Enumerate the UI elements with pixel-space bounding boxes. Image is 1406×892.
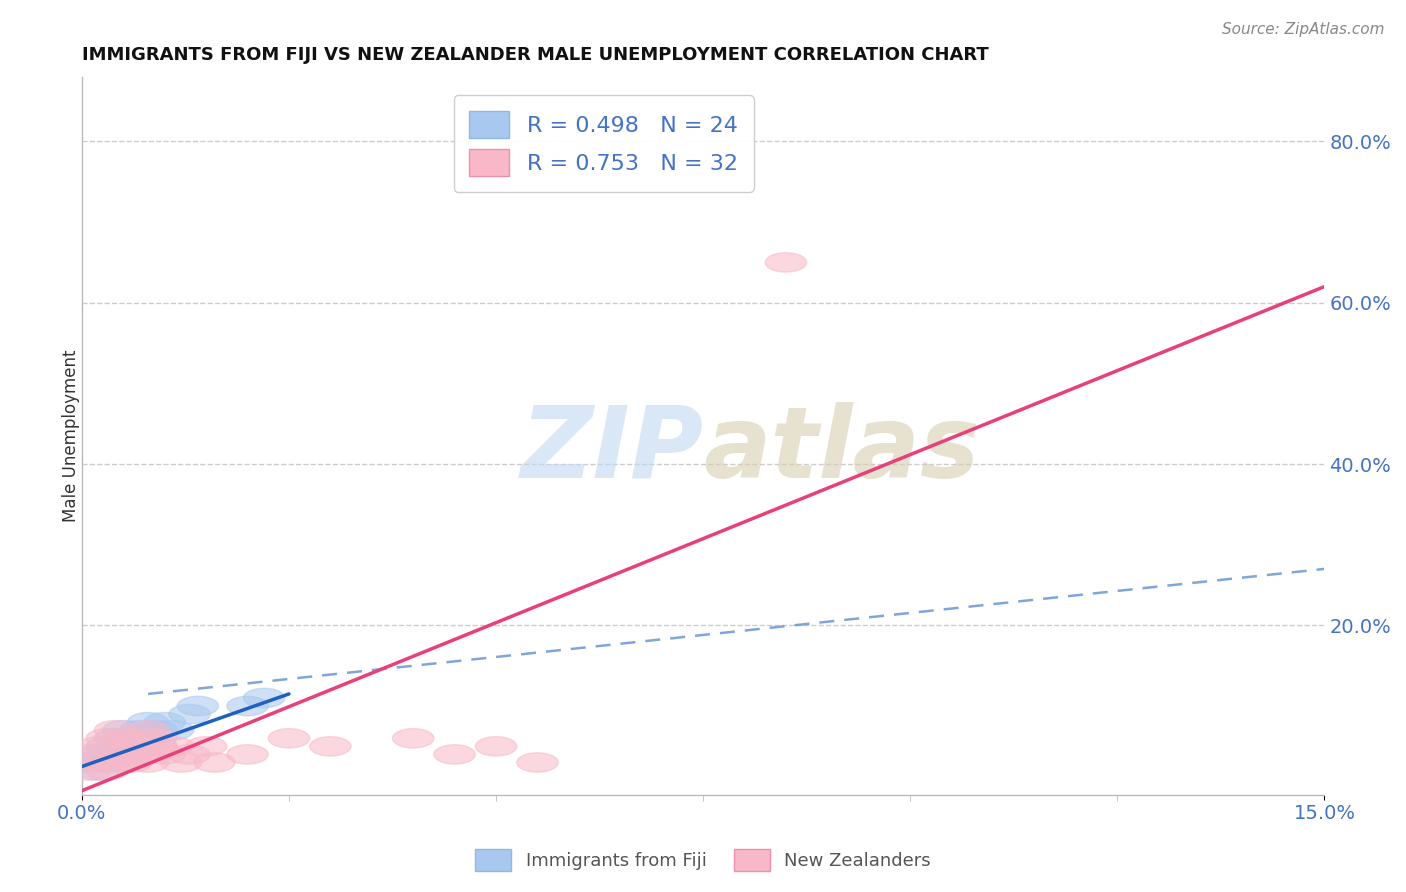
Ellipse shape <box>177 697 218 715</box>
Ellipse shape <box>120 745 160 764</box>
Y-axis label: Male Unemployment: Male Unemployment <box>62 350 80 522</box>
Ellipse shape <box>152 721 194 739</box>
Ellipse shape <box>120 729 160 748</box>
Text: atlas: atlas <box>703 401 980 499</box>
Ellipse shape <box>77 753 120 772</box>
Ellipse shape <box>194 753 235 772</box>
Legend: R = 0.498   N = 24, R = 0.753   N = 32: R = 0.498 N = 24, R = 0.753 N = 32 <box>454 95 754 192</box>
Ellipse shape <box>77 745 120 764</box>
Ellipse shape <box>128 713 169 731</box>
Ellipse shape <box>136 737 177 756</box>
Ellipse shape <box>160 753 202 772</box>
Ellipse shape <box>94 721 136 739</box>
Ellipse shape <box>765 252 807 272</box>
Ellipse shape <box>309 737 352 756</box>
Ellipse shape <box>77 761 120 780</box>
Ellipse shape <box>226 697 269 715</box>
Ellipse shape <box>94 753 136 772</box>
Ellipse shape <box>434 745 475 764</box>
Ellipse shape <box>111 737 152 756</box>
Ellipse shape <box>86 737 128 756</box>
Ellipse shape <box>69 753 111 772</box>
Ellipse shape <box>69 745 111 764</box>
Ellipse shape <box>186 737 226 756</box>
Ellipse shape <box>86 753 128 772</box>
Ellipse shape <box>94 745 136 764</box>
Ellipse shape <box>152 737 194 756</box>
Ellipse shape <box>69 761 111 780</box>
Ellipse shape <box>120 737 160 756</box>
Ellipse shape <box>243 689 285 707</box>
Ellipse shape <box>103 737 143 756</box>
Ellipse shape <box>143 713 186 731</box>
Text: IMMIGRANTS FROM FIJI VS NEW ZEALANDER MALE UNEMPLOYMENT CORRELATION CHART: IMMIGRANTS FROM FIJI VS NEW ZEALANDER MA… <box>82 46 988 64</box>
Ellipse shape <box>103 721 143 739</box>
Legend: Immigrants from Fiji, New Zealanders: Immigrants from Fiji, New Zealanders <box>468 842 938 879</box>
Ellipse shape <box>226 745 269 764</box>
Ellipse shape <box>475 737 517 756</box>
Ellipse shape <box>111 745 152 764</box>
Ellipse shape <box>136 729 177 748</box>
Ellipse shape <box>103 753 143 772</box>
Ellipse shape <box>169 705 211 723</box>
Ellipse shape <box>111 753 152 772</box>
Ellipse shape <box>103 729 143 748</box>
Ellipse shape <box>86 761 128 780</box>
Ellipse shape <box>128 721 169 739</box>
Ellipse shape <box>136 721 177 739</box>
Ellipse shape <box>128 753 169 772</box>
Ellipse shape <box>269 729 309 748</box>
Ellipse shape <box>128 729 169 748</box>
Ellipse shape <box>86 729 128 748</box>
Ellipse shape <box>103 745 143 764</box>
Ellipse shape <box>120 721 160 739</box>
Ellipse shape <box>517 753 558 772</box>
Ellipse shape <box>77 737 120 756</box>
Ellipse shape <box>392 729 434 748</box>
Text: ZIP: ZIP <box>520 401 703 499</box>
Ellipse shape <box>111 729 152 748</box>
Ellipse shape <box>94 729 136 748</box>
Ellipse shape <box>143 745 186 764</box>
Ellipse shape <box>169 745 211 764</box>
Ellipse shape <box>136 737 177 756</box>
Text: Source: ZipAtlas.com: Source: ZipAtlas.com <box>1222 22 1385 37</box>
